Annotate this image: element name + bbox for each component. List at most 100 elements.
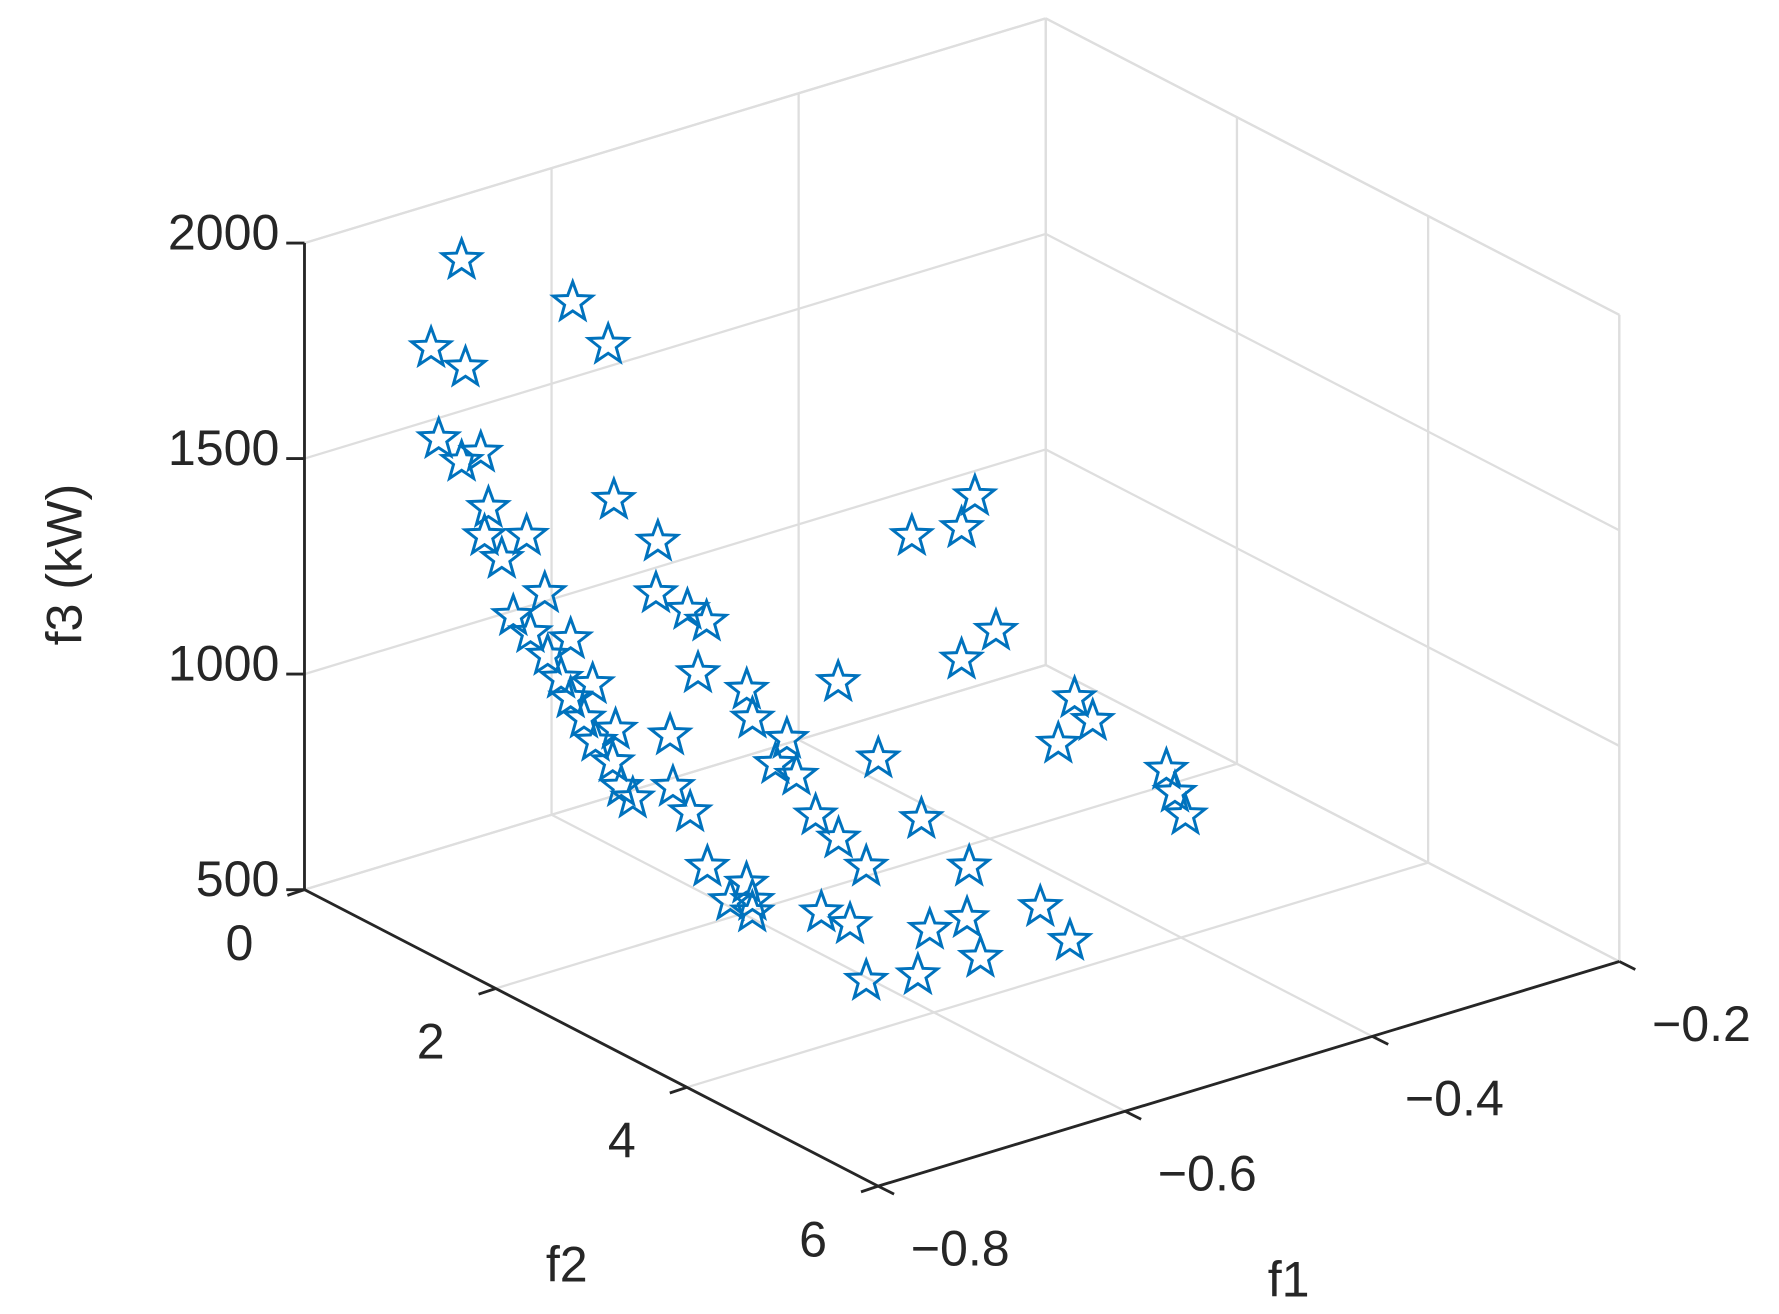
- point: [506, 608, 555, 654]
- point: [571, 716, 620, 762]
- point: [951, 471, 999, 517]
- point: [592, 704, 640, 750]
- x-tick: [1371, 1035, 1389, 1046]
- point: [464, 483, 512, 529]
- point: [609, 773, 657, 819]
- grid-line: [686, 861, 1429, 1089]
- point: [584, 319, 632, 365]
- y-axis-label: f2: [546, 1236, 588, 1292]
- grid-line: [304, 232, 1047, 460]
- point: [547, 614, 595, 660]
- point: [560, 693, 608, 739]
- x-tick-label: −0.2: [1652, 996, 1751, 1052]
- point: [590, 475, 638, 520]
- point: [906, 905, 954, 950]
- x-tick-label: −0.4: [1405, 1071, 1504, 1127]
- grid-line: [1045, 232, 1620, 532]
- x-tick-label: −0.8: [911, 1221, 1010, 1277]
- point: [1051, 673, 1099, 719]
- y-tick-label: 6: [799, 1211, 827, 1267]
- x-tick: [877, 1184, 895, 1196]
- point: [1151, 768, 1199, 813]
- point: [897, 794, 945, 840]
- point: [763, 714, 811, 759]
- z-tick-label: 2000: [168, 204, 280, 260]
- y-tick-label: 0: [226, 915, 254, 971]
- point: [568, 659, 617, 705]
- point: [894, 950, 942, 996]
- y-tick: [286, 888, 305, 897]
- point: [842, 956, 890, 1001]
- point: [438, 235, 486, 281]
- point: [683, 842, 731, 887]
- point: [972, 606, 1020, 651]
- point: [649, 762, 697, 807]
- point: [945, 841, 993, 887]
- point: [723, 664, 771, 710]
- point: [438, 436, 486, 482]
- point: [478, 533, 526, 579]
- point: [646, 710, 694, 756]
- point: [772, 751, 821, 796]
- point: [826, 899, 874, 945]
- point: [547, 673, 595, 719]
- z-tick-label: 1000: [168, 636, 280, 692]
- point: [943, 893, 991, 939]
- point: [634, 516, 682, 562]
- point: [407, 323, 455, 369]
- point: [1034, 718, 1082, 764]
- z-axis-label: f3 (kW): [37, 484, 93, 646]
- grid-line: [1045, 448, 1620, 747]
- point: [842, 841, 890, 887]
- y-tick-label: 4: [608, 1113, 636, 1169]
- grid-line: [1045, 663, 1620, 963]
- point: [1046, 916, 1094, 961]
- grid-line: [304, 663, 1047, 891]
- point: [549, 277, 597, 323]
- point: [751, 739, 800, 785]
- point: [1161, 790, 1210, 836]
- point: [888, 511, 936, 557]
- point: [938, 503, 986, 549]
- point: [1069, 696, 1117, 742]
- grid-line: [551, 813, 1126, 1113]
- point: [814, 813, 863, 859]
- z-tick-label: 1500: [168, 420, 280, 476]
- grid-line: [304, 448, 1047, 676]
- point: [728, 876, 777, 922]
- point: [589, 737, 637, 783]
- y-tick: [860, 1184, 879, 1194]
- point: [503, 511, 551, 557]
- point: [415, 414, 463, 460]
- point: [728, 693, 777, 739]
- point: [814, 657, 862, 703]
- x-tick: [1124, 1109, 1142, 1121]
- point: [460, 511, 509, 557]
- x-tick: [1618, 960, 1636, 971]
- y-tick-label: 2: [417, 1014, 445, 1070]
- point: [1016, 882, 1064, 928]
- x-axis-label: f1: [1268, 1251, 1310, 1307]
- point: [489, 591, 537, 637]
- point: [597, 762, 645, 808]
- point: [632, 568, 680, 614]
- x-tick-label: −0.6: [1158, 1146, 1257, 1202]
- point: [457, 427, 505, 473]
- y-tick: [478, 987, 497, 996]
- y-axis: [303, 888, 879, 1188]
- point: [674, 648, 722, 694]
- point: [797, 887, 845, 933]
- box-edge: [1045, 17, 1620, 316]
- point: [938, 634, 986, 680]
- point: [722, 858, 771, 904]
- point: [1142, 744, 1190, 790]
- y-tick: [669, 1085, 688, 1095]
- point: [537, 653, 585, 699]
- point: [666, 787, 714, 833]
- point: [521, 568, 569, 614]
- grid-line: [798, 738, 1373, 1038]
- point: [441, 342, 490, 388]
- point: [683, 596, 731, 642]
- point: [663, 585, 712, 631]
